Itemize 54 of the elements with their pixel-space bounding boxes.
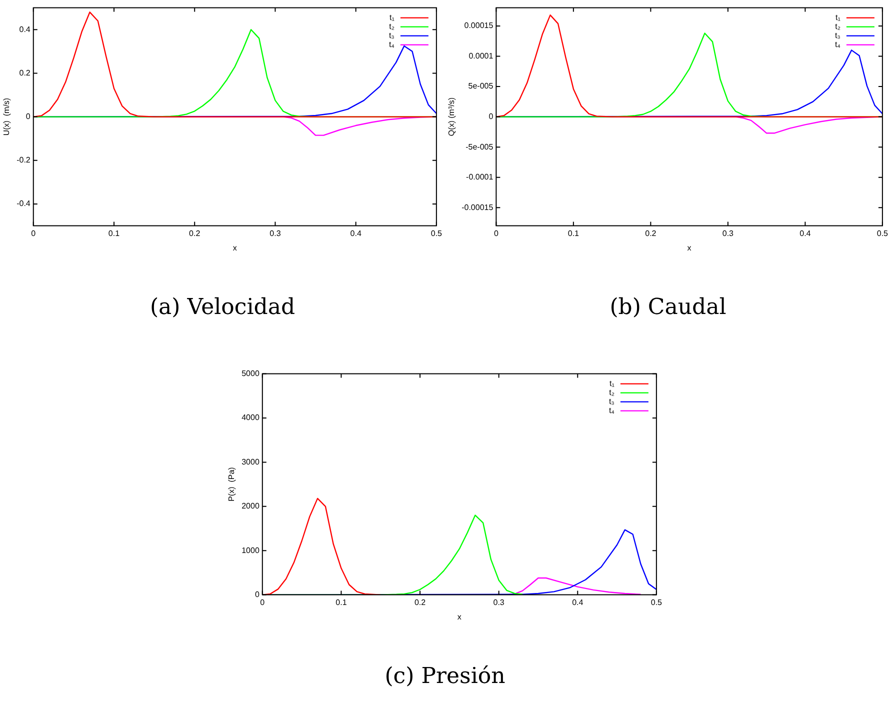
y-tick-label: -0.2 (16, 156, 31, 165)
y-tick-label: 5000 (242, 369, 260, 378)
x-tick-label: 0.1 (568, 228, 580, 238)
y-tick-label: -0.00015 (462, 202, 494, 212)
x-tick-label: 0.5 (650, 598, 663, 607)
x-tick-label: 0.3 (270, 228, 282, 238)
x-tick-label: 0.2 (189, 228, 201, 238)
x-tick-label: 0.5 (430, 228, 443, 238)
y-tick-label: -0.4 (16, 199, 31, 208)
y-tick-label: 0.00015 (464, 21, 494, 30)
legend-label: t₄ (608, 406, 614, 416)
x-tick-label: 0.1 (108, 228, 120, 238)
legend-label: t₁ (836, 13, 841, 22)
y-tick-label: 3000 (242, 457, 260, 466)
legend-label: t₂ (389, 22, 394, 32)
y-axis-title: U(x) (m/s) (2, 98, 12, 136)
legend-label: t₄ (834, 40, 840, 50)
y-tick-label: 0 (488, 112, 494, 122)
legend-label: t₁ (390, 13, 395, 22)
legend-label: t₂ (835, 22, 840, 32)
x-tick-label: 0.3 (493, 598, 505, 607)
y-tick-label: -0.0001 (466, 172, 494, 182)
x-axis-title: x (232, 243, 237, 252)
y-axis-title: P(x) (Pa) (227, 466, 236, 502)
y-tick-label: 4000 (242, 413, 260, 422)
text: (a) Velocidad (150, 295, 296, 320)
x-tick-label: 0.3 (722, 228, 734, 238)
y-axis-title: Q(x) (m³/s) (447, 97, 456, 136)
legend-label: t₄ (388, 40, 394, 50)
y-tick-label: 0 (254, 590, 260, 600)
x-tick-label: 0.4 (572, 598, 584, 607)
legend-label: t₃ (834, 31, 840, 40)
y-tick-label: 1000 (242, 546, 260, 555)
y-tick-label: -5e-005 (466, 142, 494, 152)
x-tick-label: 0.5 (876, 228, 889, 238)
x-axis-title: x (687, 243, 692, 252)
legend-label: t₁ (610, 379, 615, 388)
x-tick-label: 0.4 (350, 228, 362, 238)
x-tick-label: 0.1 (336, 598, 348, 607)
legend-label: t₃ (388, 31, 394, 40)
y-tick-label: 2000 (242, 502, 260, 511)
y-tick-label: 0 (26, 112, 31, 122)
y-tick-label: 0.0001 (468, 51, 494, 60)
y-tick-label: 5e-005 (468, 82, 494, 91)
x-tick-label: 0.2 (414, 598, 426, 607)
y-tick-label: 0.2 (19, 68, 31, 78)
x-axis-title: x (457, 612, 462, 622)
legend-label: t₂ (609, 388, 614, 398)
text: (b) Caudal (610, 295, 726, 320)
x-tick-label: 0.2 (645, 228, 657, 238)
x-tick-label: 0.4 (800, 228, 812, 238)
y-tick-label: 0.4 (19, 24, 31, 34)
text: (c) Presión (384, 664, 506, 689)
legend-label: t₃ (608, 397, 614, 406)
